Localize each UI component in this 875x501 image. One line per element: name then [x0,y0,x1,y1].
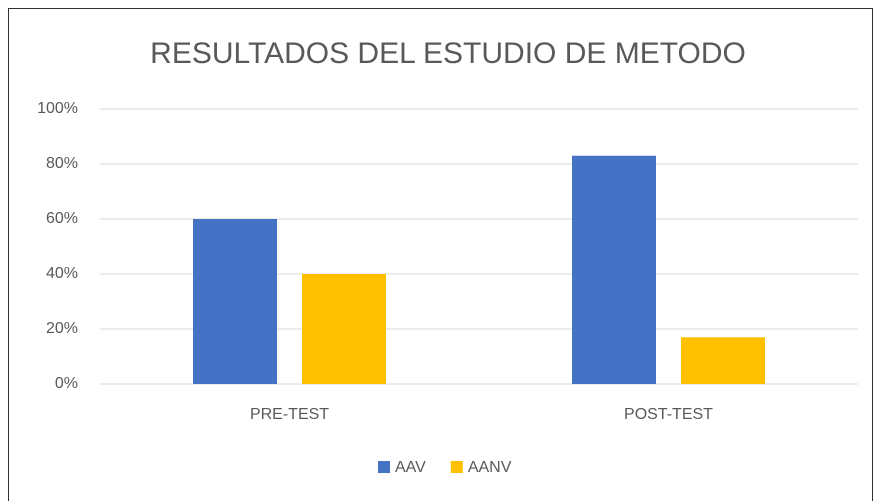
y-tick-label: 0% [55,375,78,392]
x-tick-label: PRE-TEST [250,406,329,423]
y-tick-label: 100% [37,100,78,117]
y-tick-label: 20% [46,320,78,337]
legend-label: AANV [468,459,512,476]
x-tick-label: POST-TEST [624,406,713,423]
bar [193,219,277,384]
chart-title: RESULTADOS DEL ESTUDIO DE METODO [150,37,746,70]
bar [681,337,765,384]
y-tick-label: 40% [46,265,78,282]
legend-label: AAV [395,459,426,476]
bar [572,155,656,384]
legend-swatch [450,461,463,473]
y-tick-label: 80% [46,155,78,172]
bar [302,274,386,384]
chart-border [8,8,873,501]
legend-swatch [378,461,390,473]
y-tick-label: 60% [46,210,78,227]
